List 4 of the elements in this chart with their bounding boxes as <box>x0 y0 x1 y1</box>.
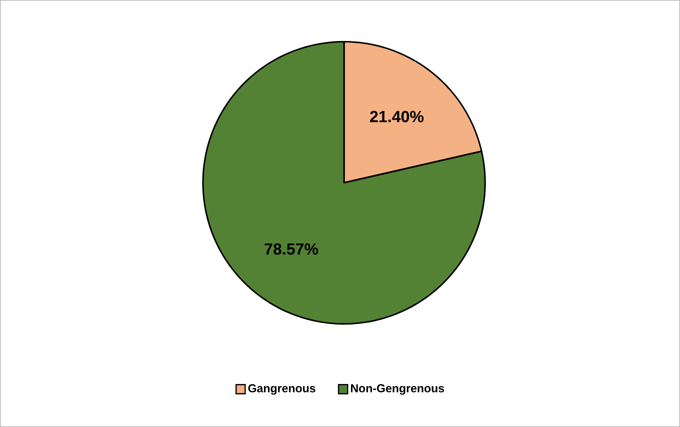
data-label: 78.57% <box>264 243 318 255</box>
legend-label: Gangrenous <box>248 384 316 395</box>
legend-label: Non-Gengrenous <box>351 384 444 395</box>
data-label: 21.40% <box>370 110 424 122</box>
